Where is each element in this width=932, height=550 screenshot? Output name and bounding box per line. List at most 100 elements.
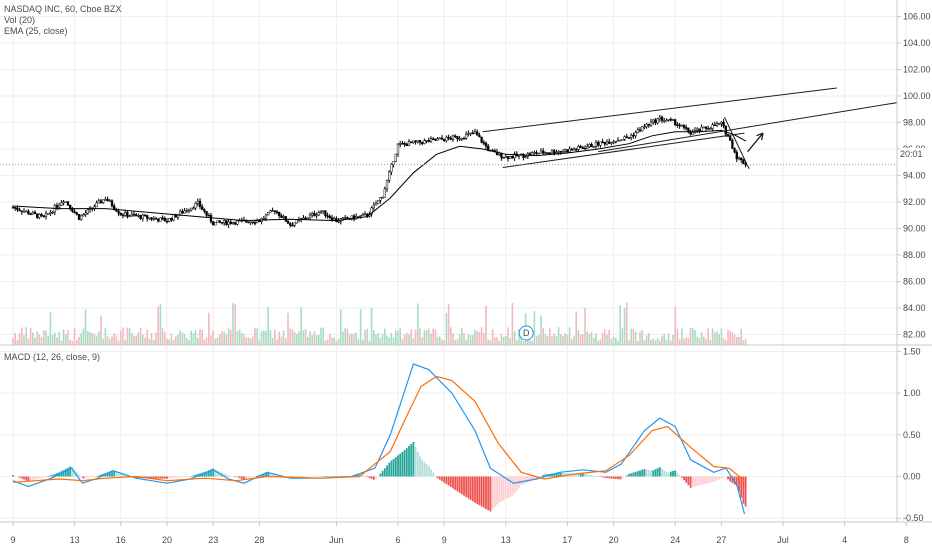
dividend-marker[interactable]: D — [518, 325, 534, 341]
histogram-bar — [12, 474, 14, 477]
histogram-bar — [170, 476, 173, 479]
candle-body — [559, 151, 562, 153]
candle-body — [282, 216, 285, 218]
ema-line — [12, 129, 747, 222]
candle-body — [11, 207, 15, 209]
histogram-bar — [586, 474, 589, 477]
volume-bar — [502, 336, 505, 345]
candle-body — [62, 201, 65, 204]
signal-line — [12, 375, 745, 483]
volume-bar — [509, 338, 511, 345]
candle-body — [324, 210, 327, 216]
histogram-bar — [603, 476, 606, 478]
candle-body — [612, 141, 615, 143]
volume-bar — [95, 335, 98, 345]
candle-body — [293, 222, 296, 226]
volume-bar — [650, 339, 652, 345]
volume-bar — [474, 329, 476, 345]
volume-bar — [359, 309, 362, 345]
candle-body — [742, 159, 745, 165]
volume-bar — [271, 338, 274, 345]
candle-body — [432, 138, 435, 141]
histogram-bar — [377, 476, 380, 477]
macd-axis[interactable]: -0.50 0.00 0.50 1.00 1.50 — [897, 346, 924, 523]
volume-bar — [89, 332, 91, 345]
volume-bar — [392, 337, 395, 345]
volume-bar — [293, 332, 296, 345]
volume-bar — [557, 327, 560, 345]
histogram-bar — [157, 476, 160, 479]
volume-bar — [276, 339, 278, 345]
histogram-bar — [89, 476, 91, 478]
histogram-bar — [38, 476, 41, 479]
volume-bar — [225, 333, 228, 345]
candle-body — [412, 140, 415, 144]
volume-bar — [507, 327, 509, 345]
histogram-bar — [45, 476, 47, 477]
volume-bar — [623, 307, 626, 345]
candle-body — [390, 164, 393, 173]
volume-bar — [243, 334, 245, 345]
volume-bar — [227, 328, 230, 345]
volume-bar — [38, 334, 41, 345]
volume-bar — [82, 328, 85, 345]
candle-body — [49, 212, 52, 214]
volume-bar — [188, 340, 190, 345]
volume-bar — [18, 333, 21, 345]
volume-bar — [144, 337, 146, 345]
trendlines[interactable] — [482, 87, 898, 170]
histogram-bar — [97, 475, 100, 477]
volume-legend[interactable]: Vol (20) — [4, 15, 36, 25]
histogram-bar — [227, 475, 230, 477]
candle-body — [654, 119, 657, 124]
histogram-bar — [625, 475, 628, 477]
histogram-bar — [185, 476, 188, 477]
volume-bar — [258, 339, 261, 345]
histogram-bar — [328, 476, 331, 477]
histogram-bar — [115, 471, 118, 477]
candle-body — [31, 212, 34, 215]
candle-body — [22, 211, 26, 213]
volume-bar — [238, 329, 241, 345]
ema-legend[interactable]: EMA (25, close) — [4, 26, 68, 36]
histogram-bar — [146, 476, 149, 479]
candle-body — [304, 217, 307, 220]
volume-bar — [549, 328, 551, 345]
volume-bar — [419, 328, 421, 345]
candle-body — [108, 200, 111, 202]
candle-body — [546, 152, 549, 154]
histogram-bar — [740, 476, 743, 498]
volume-bar — [287, 312, 289, 345]
volume-bar — [315, 335, 318, 345]
histogram-bar — [614, 476, 617, 479]
candle-body — [84, 212, 87, 215]
histogram-bar — [232, 476, 234, 477]
candle-body — [482, 142, 485, 144]
macd-title[interactable]: MACD (12, 26, close, 9) — [4, 352, 101, 362]
volume-bar — [232, 303, 234, 345]
volume-bar — [357, 339, 360, 345]
channel-lower — [502, 132, 745, 169]
candle-body — [669, 118, 672, 121]
time-axis[interactable]: 9 13 16 20 23 28 Jun 6 9 13 17 20 24 27 Jul 4 8 — [10, 522, 909, 545]
candle-body — [264, 214, 268, 219]
histogram-bar — [361, 475, 364, 477]
volume-bar — [304, 328, 307, 345]
volume-bar — [645, 335, 648, 345]
volume-bar — [302, 330, 305, 345]
histogram-bar — [414, 446, 417, 477]
candle-body — [429, 138, 433, 142]
symbol-title[interactable]: NASDAQ INC, 60, Cboe BZX — [4, 4, 122, 14]
histogram-bar — [95, 475, 98, 477]
histogram-bar — [150, 476, 153, 479]
candle-body — [64, 201, 67, 204]
volume-bar — [254, 327, 256, 345]
volume-bar — [307, 336, 309, 345]
histogram-bar — [355, 474, 358, 477]
candle-body — [146, 215, 149, 219]
price-axis[interactable]: 82.0084.0086.0088.0090.0092.0094.0096.00… — [897, 12, 931, 340]
volume-bar — [397, 330, 399, 345]
candle-body — [522, 153, 525, 158]
breakout-line — [598, 102, 898, 153]
